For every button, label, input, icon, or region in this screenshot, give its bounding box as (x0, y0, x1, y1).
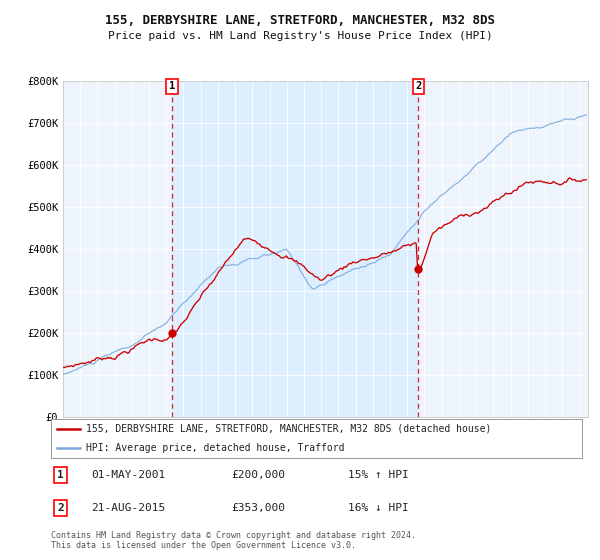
Text: 155, DERBYSHIRE LANE, STRETFORD, MANCHESTER, M32 8DS: 155, DERBYSHIRE LANE, STRETFORD, MANCHES… (105, 14, 495, 27)
Text: Price paid vs. HM Land Registry's House Price Index (HPI): Price paid vs. HM Land Registry's House … (107, 31, 493, 41)
Text: HPI: Average price, detached house, Trafford: HPI: Average price, detached house, Traf… (86, 443, 344, 453)
Text: £353,000: £353,000 (232, 503, 286, 513)
Text: 1: 1 (169, 81, 175, 91)
Text: 2: 2 (57, 503, 64, 513)
Text: 1: 1 (57, 470, 64, 480)
Text: 155, DERBYSHIRE LANE, STRETFORD, MANCHESTER, M32 8DS (detached house): 155, DERBYSHIRE LANE, STRETFORD, MANCHES… (86, 424, 491, 434)
Text: Contains HM Land Registry data © Crown copyright and database right 2024.
This d: Contains HM Land Registry data © Crown c… (51, 531, 416, 550)
Text: 15% ↑ HPI: 15% ↑ HPI (349, 470, 409, 480)
Text: 01-MAY-2001: 01-MAY-2001 (91, 470, 165, 480)
Text: 21-AUG-2015: 21-AUG-2015 (91, 503, 165, 513)
Text: 16% ↓ HPI: 16% ↓ HPI (349, 503, 409, 513)
Text: 2: 2 (415, 81, 421, 91)
Text: £200,000: £200,000 (232, 470, 286, 480)
Bar (172, 81, 418, 417)
